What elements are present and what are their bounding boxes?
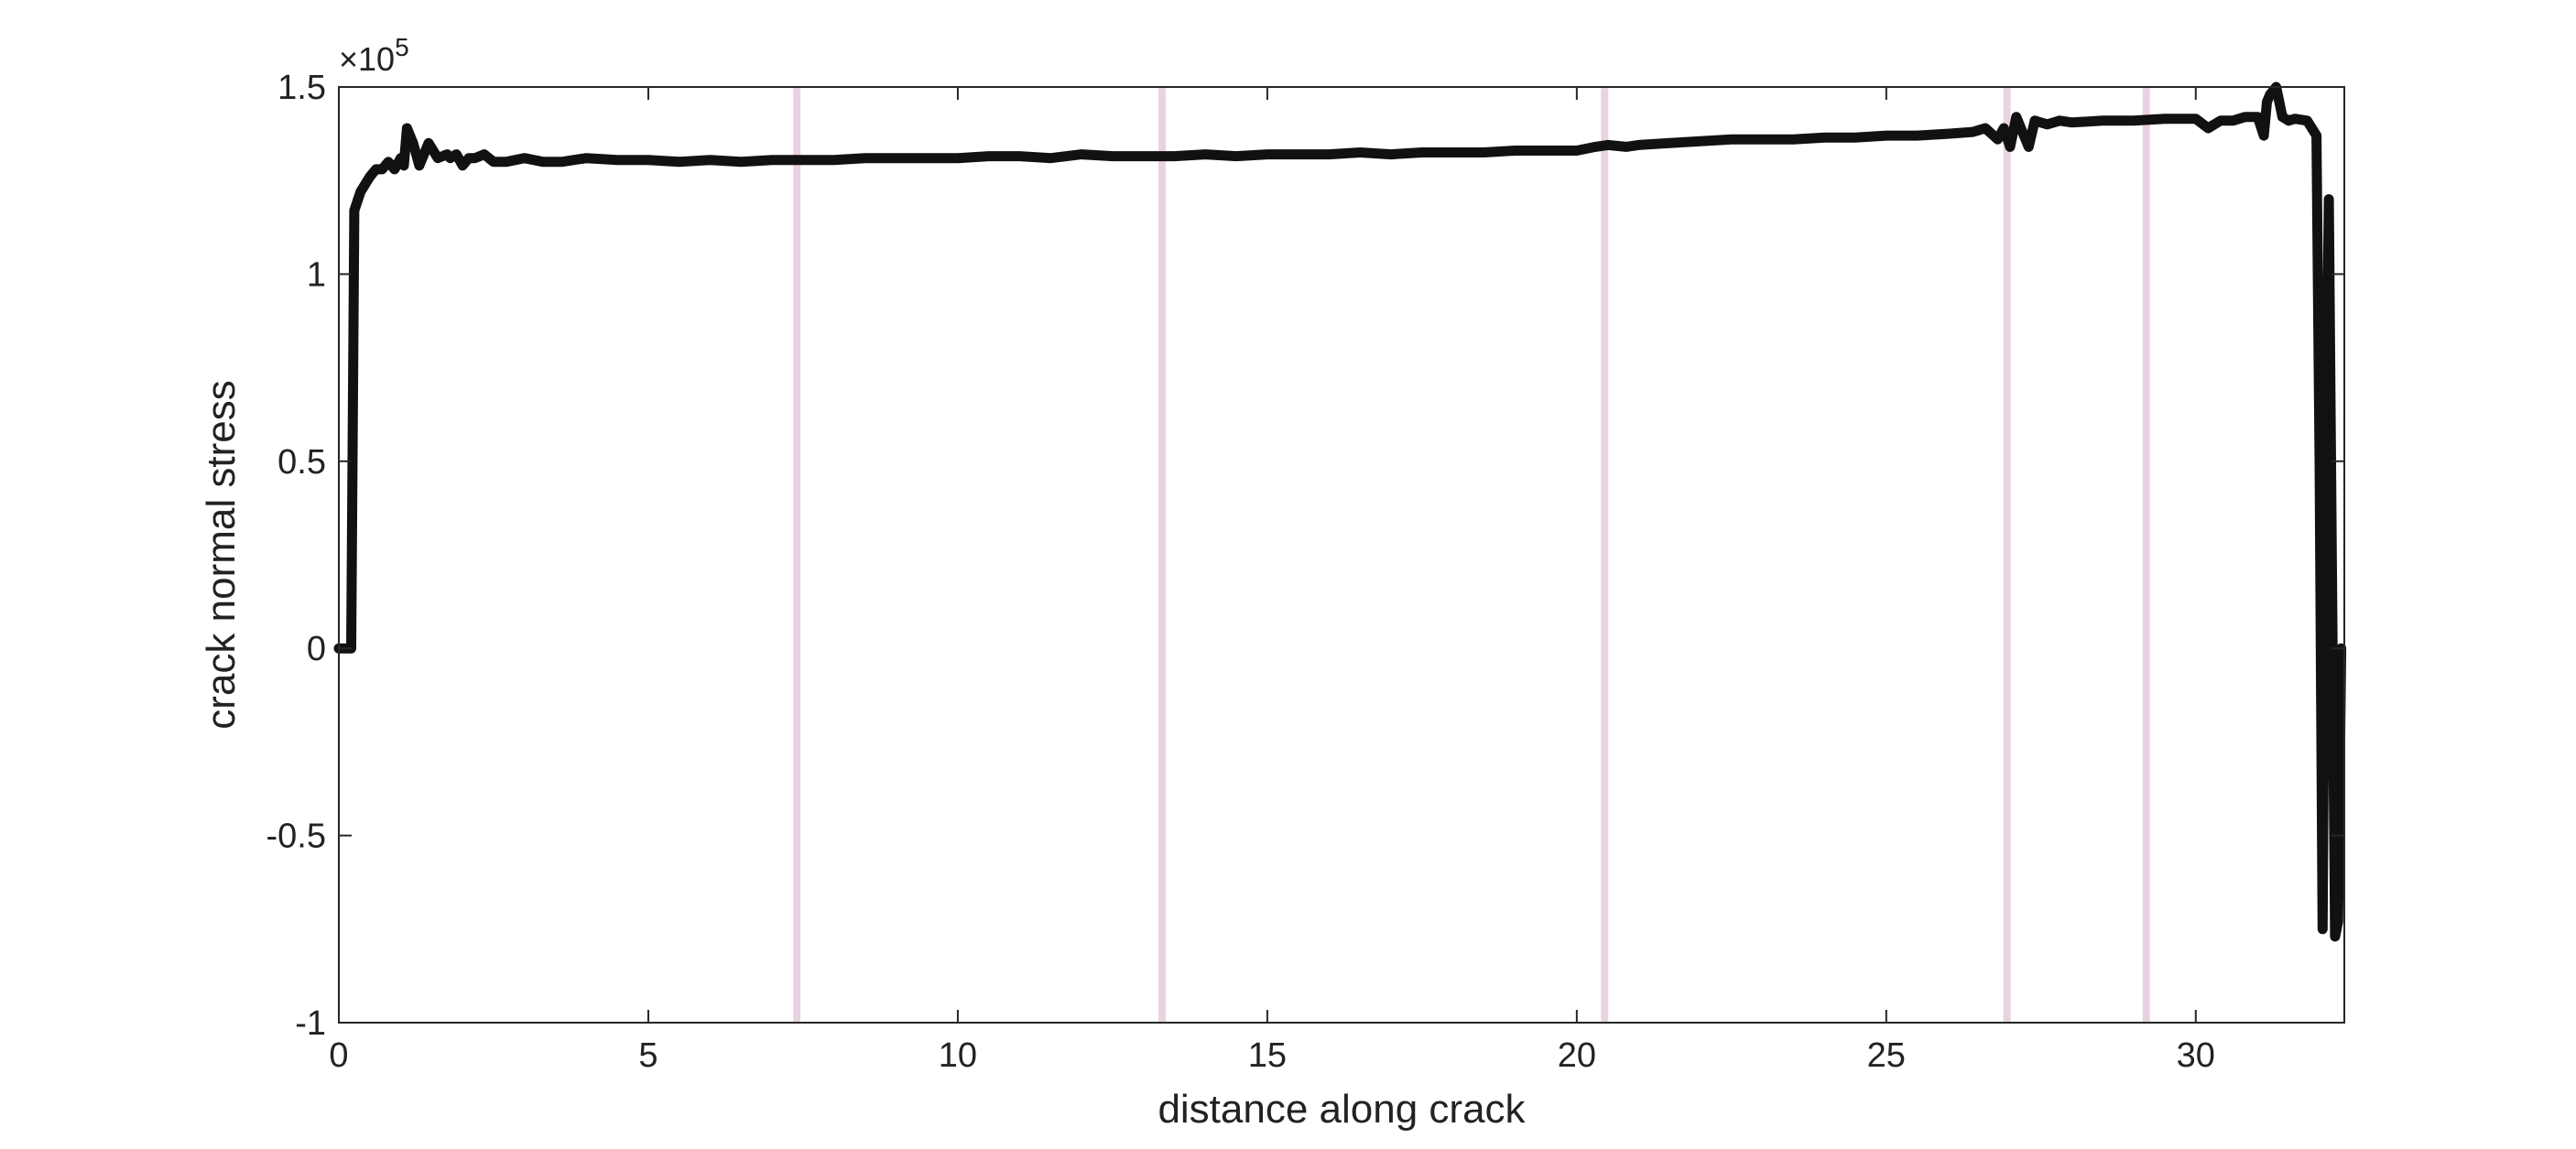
x-tick-label: 15 xyxy=(1248,1036,1287,1075)
x-tick-label: 5 xyxy=(638,1036,658,1075)
y-tick-label: 1 xyxy=(307,255,326,294)
y-axis-label: crack normal stress xyxy=(199,380,244,729)
stress-series-line xyxy=(333,81,2347,942)
vertical-lines-layer xyxy=(793,87,2150,1023)
y-tick-label: 1.5 xyxy=(277,69,326,107)
x-ticks-layer: 0 5 10 15 20 25 30 xyxy=(329,87,2215,1075)
y-axis-exponent-base: ×10 xyxy=(339,40,395,78)
x-tick-label: 0 xyxy=(329,1036,348,1075)
y-axis-exponent: ×105 xyxy=(339,33,409,78)
x-tick-label: 20 xyxy=(1558,1036,1596,1075)
y-axis-exponent-power: 5 xyxy=(395,33,409,61)
x-tick-label: 25 xyxy=(1867,1036,1906,1075)
series-layer xyxy=(333,81,2347,942)
y-tick-label: 0.5 xyxy=(277,443,326,482)
y-tick-label: -0.5 xyxy=(266,818,326,856)
x-tick-label: 30 xyxy=(2177,1036,2215,1075)
y-tick-label: 0 xyxy=(307,630,326,668)
plot-frame xyxy=(338,86,2345,1024)
x-axis-label: distance along crack xyxy=(1158,1087,1526,1132)
x-tick-label: 10 xyxy=(939,1036,977,1075)
y-ticks-layer: -1 -0.5 0 0.5 1 1.5 xyxy=(266,69,2344,1043)
y-tick-label: -1 xyxy=(295,1004,326,1043)
